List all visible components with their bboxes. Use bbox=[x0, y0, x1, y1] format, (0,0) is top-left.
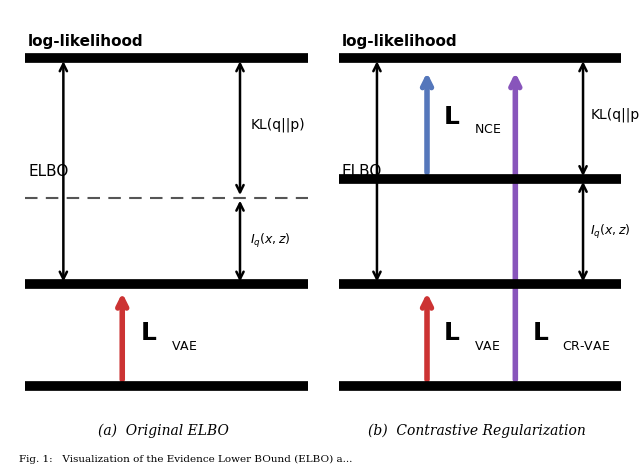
Text: ELBO: ELBO bbox=[342, 164, 382, 179]
Text: log-likelihood: log-likelihood bbox=[28, 34, 143, 49]
Text: KL(q||p): KL(q||p) bbox=[250, 117, 305, 131]
Text: $\mathit{I}_q(x,z)$: $\mathit{I}_q(x,z)$ bbox=[591, 223, 631, 241]
Text: Fig. 1:   Visualization of the Evidence Lower BOund (ELBO) a...: Fig. 1: Visualization of the Evidence Lo… bbox=[19, 455, 353, 464]
Text: $\mathbf{L}$: $\mathbf{L}$ bbox=[531, 322, 548, 345]
Text: $\mathrm{VAE}$: $\mathrm{VAE}$ bbox=[171, 340, 197, 353]
Text: $\mathit{I}_q(x,z)$: $\mathit{I}_q(x,z)$ bbox=[250, 232, 291, 250]
Text: $\mathrm{CR\text{-}VAE}$: $\mathrm{CR\text{-}VAE}$ bbox=[563, 340, 611, 353]
Text: $\mathrm{VAE}$: $\mathrm{VAE}$ bbox=[474, 340, 500, 353]
Text: (a)  Original ELBO: (a) Original ELBO bbox=[98, 424, 228, 438]
Text: KL(q||p): KL(q||p) bbox=[591, 108, 640, 122]
Text: ELBO: ELBO bbox=[28, 164, 68, 179]
Text: $\mathbf{L}$: $\mathbf{L}$ bbox=[444, 105, 460, 129]
Text: log-likelihood: log-likelihood bbox=[342, 34, 457, 49]
Text: $\mathbf{L}$: $\mathbf{L}$ bbox=[444, 322, 460, 345]
Text: (b)  Contrastive Regularization: (b) Contrastive Regularization bbox=[368, 424, 586, 438]
Text: $\mathrm{NCE}$: $\mathrm{NCE}$ bbox=[474, 123, 501, 137]
Text: $\mathbf{L}$: $\mathbf{L}$ bbox=[140, 322, 157, 345]
